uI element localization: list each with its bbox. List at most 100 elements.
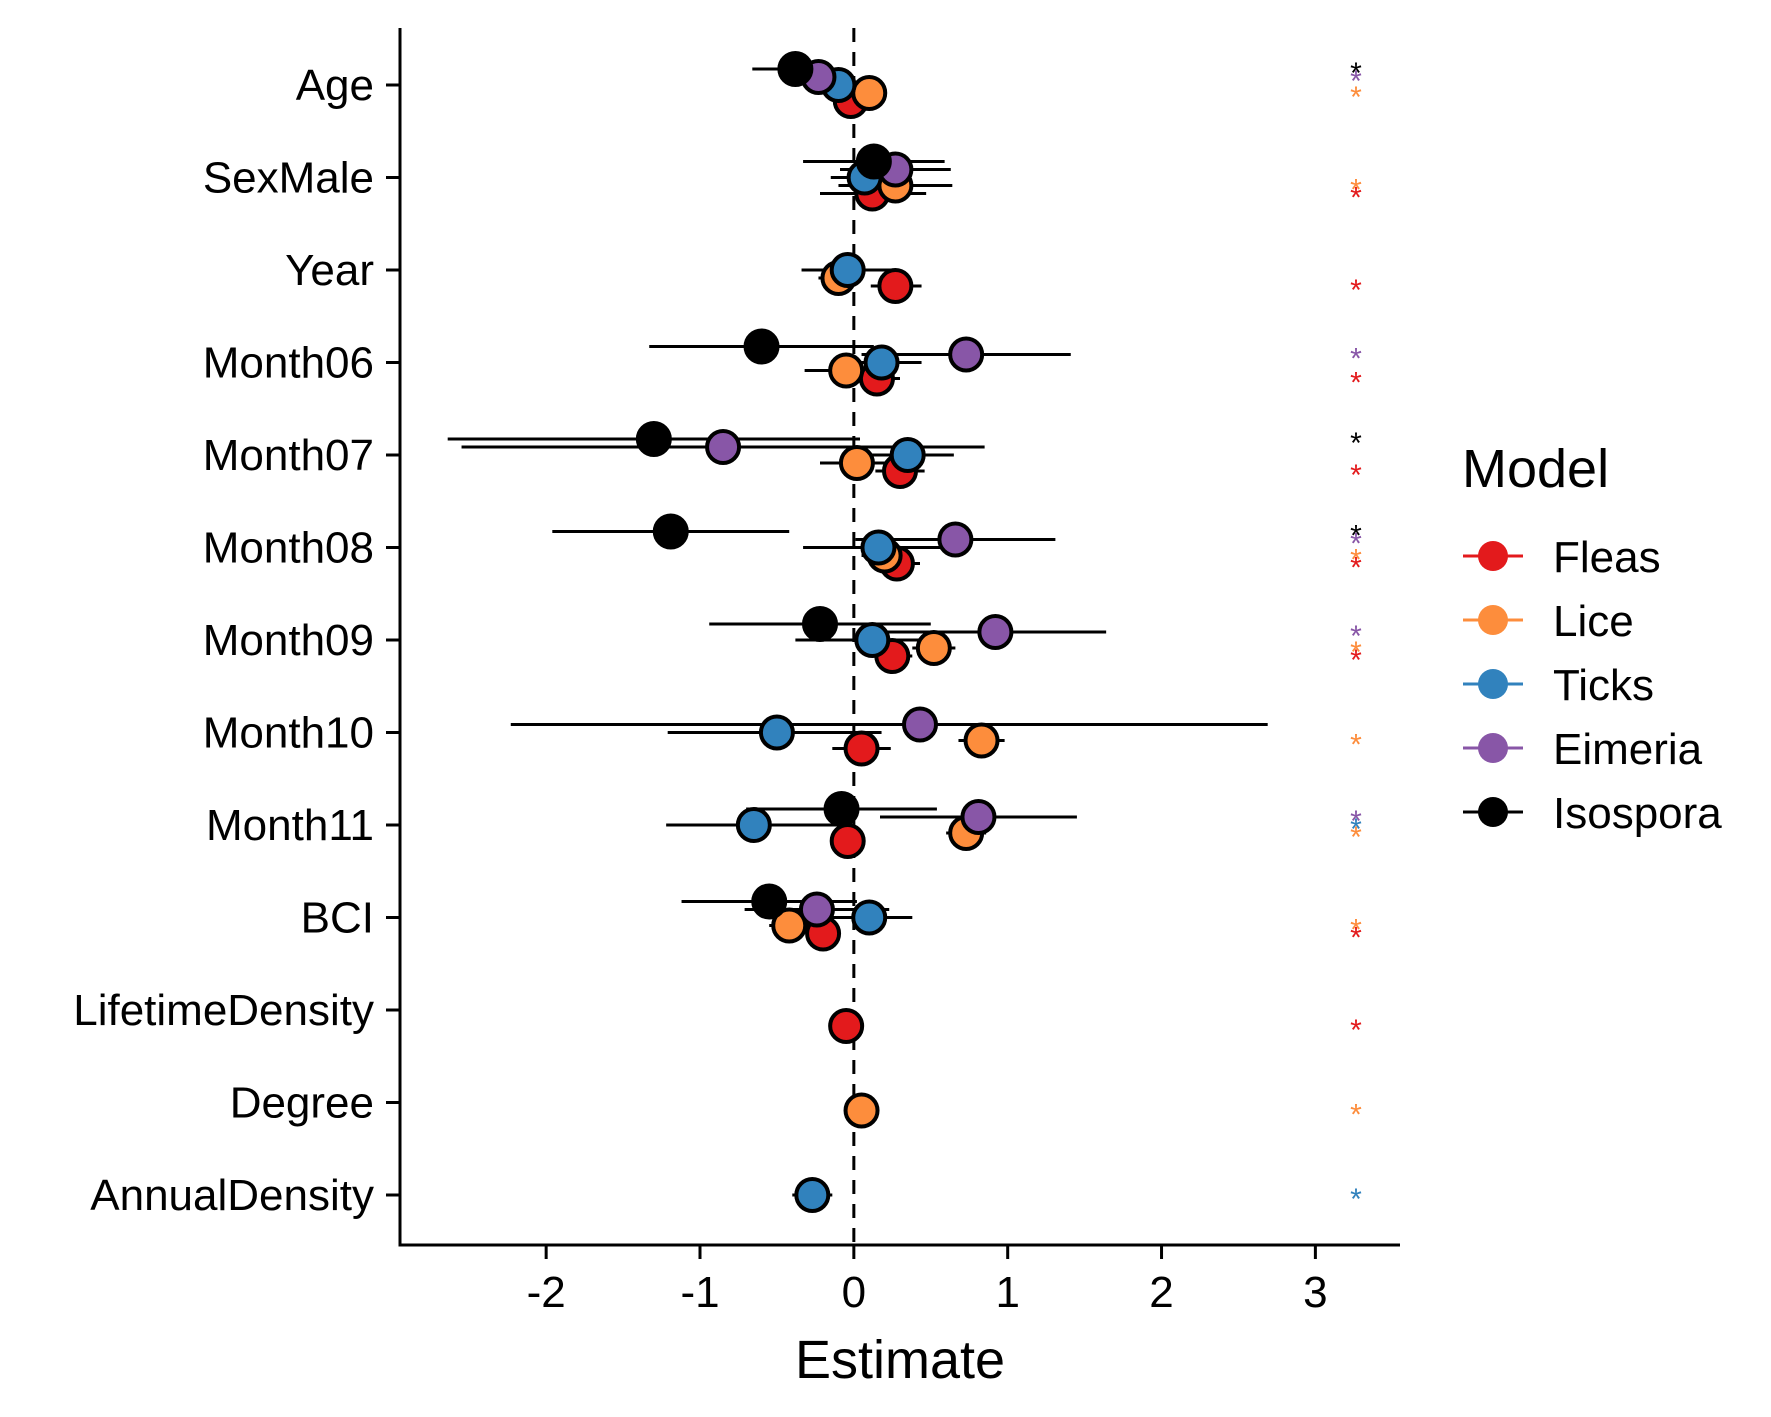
- significance-marker-fleas-month07: *: [1350, 459, 1362, 492]
- significance-marker-fleas-lifetimedensity: *: [1350, 1014, 1362, 1047]
- significance-marker-fleas-month09: *: [1350, 644, 1362, 677]
- legend-label-isospora: Isospora: [1553, 789, 1722, 838]
- point-lice-month09: [915, 630, 952, 666]
- legend-item-eimeria: Eimeria: [1463, 725, 1703, 774]
- legend-label-fleas: Fleas: [1553, 533, 1661, 582]
- point-lice-degree: [843, 1092, 880, 1129]
- legend-key-point-lice: [1478, 605, 1508, 635]
- point-fleas-month10: [843, 730, 880, 767]
- y-tick-labels: Age SexMale Year Month06 Month07 Month08 Month…: [73, 61, 400, 1220]
- significance-marker-ticks-month11: *: [1350, 813, 1362, 846]
- point-lice-month06: [828, 352, 865, 389]
- significance-marker-eimeria-month08: *: [1350, 528, 1362, 561]
- x-tick-label-0: 0: [842, 1268, 866, 1317]
- legend-key-point-eimeria: [1478, 733, 1508, 763]
- point-eimeria-month06: [948, 336, 985, 373]
- significance-marker-fleas-year: *: [1350, 274, 1362, 307]
- legend-key-point-fleas: [1478, 541, 1508, 571]
- point-lice-bci: [771, 907, 808, 944]
- significance-marker-eimeria-month11: *: [1350, 805, 1362, 838]
- x-tick-label--1: -1: [680, 1268, 719, 1317]
- y-tick-label-month11: Month11: [206, 801, 374, 850]
- y-tick-label-lifetimedensity: LifetimeDensity: [73, 986, 374, 1035]
- point-ticks-month07: [889, 437, 926, 473]
- significance-marker-lice-month08: *: [1350, 544, 1362, 577]
- point-ticks-month11: [735, 807, 772, 843]
- point-ticks-bci: [851, 899, 888, 936]
- significance-marker-lice-age: *: [1350, 81, 1362, 114]
- significance-marker-fleas-sexmale: *: [1350, 182, 1362, 215]
- x-tick-label-3: 3: [1303, 1268, 1327, 1317]
- significance-marker-lice-month10: *: [1350, 729, 1362, 762]
- significance-marker-isospora-month07: *: [1350, 427, 1362, 460]
- significance-marker-lice-sexmale: *: [1350, 174, 1362, 207]
- axes: [398, 28, 1400, 1247]
- y-tick-label-bci: BCI: [301, 894, 374, 943]
- point-fleas-year: [877, 268, 914, 304]
- significance-marker-lice-month11: *: [1350, 821, 1362, 854]
- significance-marker-lice-degree: *: [1350, 1099, 1362, 1132]
- y-tick-label-year: Year: [285, 246, 374, 295]
- significance-marker-lice-bci: *: [1350, 914, 1362, 947]
- significance-markers: **************************: [1350, 57, 1362, 1216]
- significance-marker-fleas-month06: *: [1350, 367, 1362, 400]
- x-tick-label--2: -2: [527, 1268, 566, 1317]
- point-ticks-month10: [758, 714, 795, 751]
- significance-marker-ticks-annualdensity: *: [1350, 1183, 1362, 1216]
- x-tick-labels: -2 -1 0 1 2 3: [527, 1245, 1328, 1317]
- x-axis-title: Estimate: [795, 1330, 1005, 1390]
- significance-marker-fleas-bci: *: [1350, 922, 1362, 955]
- significance-marker-lice-month09: *: [1350, 636, 1362, 669]
- point-eimeria-month09: [977, 614, 1014, 650]
- point-isospora-month07: [635, 421, 672, 457]
- legend-item-fleas: Fleas: [1463, 533, 1661, 582]
- y-tick-label-month06: Month06: [203, 339, 374, 388]
- point-isospora-month06: [743, 328, 780, 365]
- point-ticks-month06: [863, 344, 900, 381]
- point-ticks-month08: [860, 529, 897, 566]
- point-lice-age: [851, 75, 888, 111]
- point-isospora-age: [777, 51, 814, 87]
- significance-marker-eimeria-month09: *: [1350, 620, 1362, 653]
- point-eimeria-bci: [798, 891, 835, 928]
- significance-marker-eimeria-month06: *: [1350, 343, 1362, 376]
- point-ticks-year: [829, 252, 866, 288]
- significance-marker-isospora-month08: *: [1350, 520, 1362, 553]
- y-tick-label-month09: Month09: [203, 616, 374, 665]
- legend-key-point-ticks: [1478, 669, 1508, 699]
- y-tick-label-sexmale: SexMale: [203, 154, 374, 203]
- legend-label-lice: Lice: [1553, 597, 1634, 646]
- y-tick-label-month10: Month10: [203, 709, 374, 758]
- point-eimeria-month11: [960, 799, 997, 835]
- point-lice-month07: [838, 445, 875, 481]
- legend-title: Model: [1462, 439, 1609, 499]
- legend: Model Fleas Lice Ticks Eimeria Isospora: [1462, 439, 1722, 838]
- y-tick-label-degree: Degree: [230, 1079, 374, 1128]
- legend-item-ticks: Ticks: [1463, 661, 1654, 710]
- point-isospora-sexmale: [855, 143, 892, 180]
- y-tick-label-month08: Month08: [203, 524, 374, 573]
- point-ticks-annualdensity: [794, 1177, 831, 1213]
- y-tick-label-month07: Month07: [203, 431, 374, 480]
- point-isospora-month09: [802, 606, 838, 642]
- point-isospora-month11: [823, 791, 860, 827]
- x-tick-label-2: 2: [1149, 1268, 1173, 1317]
- point-lice-month10: [963, 722, 1000, 759]
- legend-label-eimeria: Eimeria: [1553, 725, 1703, 774]
- legend-label-ticks: Ticks: [1553, 661, 1654, 710]
- y-tick-label-annualdensity: AnnualDensity: [90, 1171, 374, 1220]
- point-fleas-lifetimedensity: [828, 1008, 865, 1044]
- point-isospora-bci: [751, 883, 788, 920]
- point-isospora-month08: [652, 513, 689, 550]
- x-tick-label-1: 1: [995, 1268, 1019, 1317]
- point-eimeria-month10: [902, 706, 938, 743]
- significance-marker-fleas-month08: *: [1350, 552, 1362, 585]
- significance-marker-isospora-age: *: [1350, 57, 1362, 90]
- significance-marker-eimeria-age: *: [1350, 65, 1362, 98]
- point-estimates: [635, 51, 1014, 1213]
- point-eimeria-month07: [705, 429, 742, 465]
- legend-item-lice: Lice: [1463, 597, 1634, 646]
- y-tick-label-age: Age: [296, 61, 374, 110]
